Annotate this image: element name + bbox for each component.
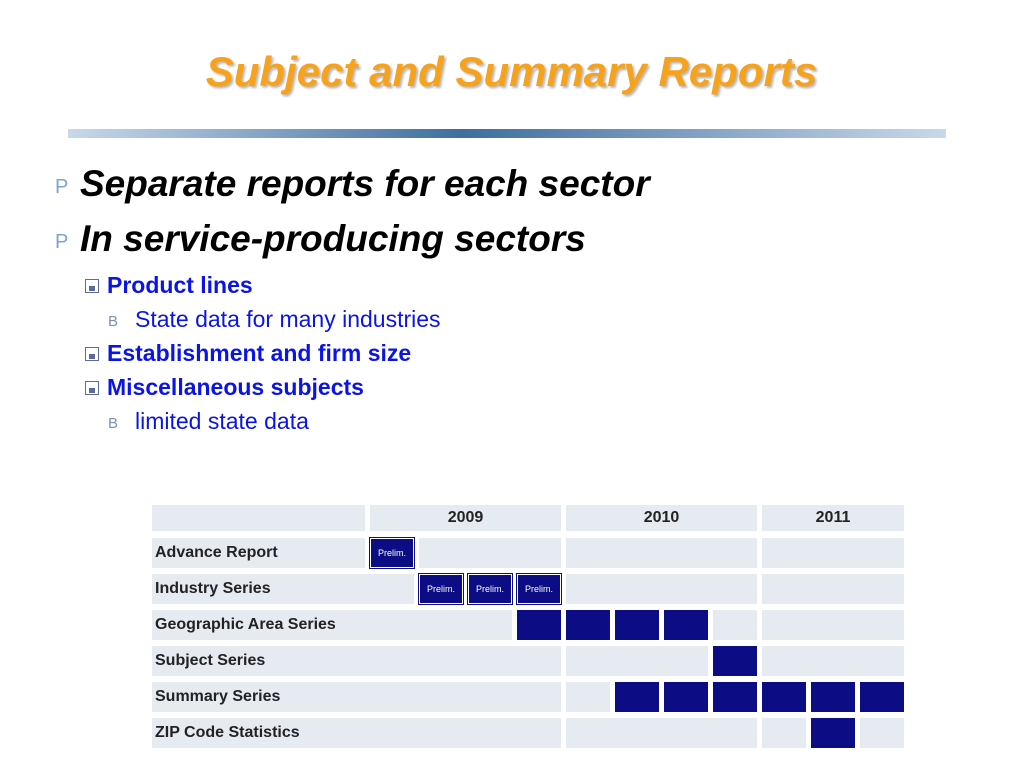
empty-cell bbox=[762, 538, 904, 568]
empty-cell bbox=[566, 646, 708, 676]
scheduled-cell bbox=[811, 682, 855, 712]
empty-cell bbox=[860, 718, 904, 748]
row-label: Subject Series bbox=[152, 646, 561, 676]
slide-title: Subject and Summary Reports bbox=[205, 48, 818, 95]
year-header: 2011 bbox=[762, 505, 904, 531]
scheduled-cell bbox=[664, 610, 708, 640]
prelim-cell: Prelim. bbox=[467, 573, 513, 605]
empty-cell bbox=[566, 538, 757, 568]
sub-sub-text: limited state data bbox=[135, 408, 309, 434]
scheduled-cell bbox=[860, 682, 904, 712]
bullet-icon bbox=[85, 381, 99, 395]
row-label: Summary Series bbox=[152, 682, 561, 712]
sub-marker: B bbox=[108, 415, 119, 432]
empty-cell bbox=[762, 574, 904, 604]
prelim-cell: Prelim. bbox=[418, 573, 464, 605]
scheduled-cell bbox=[664, 682, 708, 712]
scheduled-cell bbox=[811, 718, 855, 748]
prelim-cell: Prelim. bbox=[369, 537, 415, 569]
bullet-icon bbox=[85, 279, 99, 293]
title-rule bbox=[68, 129, 946, 138]
sub-bullet-text: Establishment and firm size bbox=[107, 340, 412, 366]
scheduled-cell bbox=[713, 646, 757, 676]
bullet-text: In service-producing sectors bbox=[80, 218, 586, 259]
empty-cell bbox=[419, 538, 561, 568]
scheduled-cell bbox=[517, 610, 561, 640]
year-header: 2009 bbox=[370, 505, 561, 531]
empty-cell bbox=[762, 610, 904, 640]
empty-cell bbox=[566, 682, 610, 712]
sub-bullet-text: Product lines bbox=[107, 272, 253, 298]
scheduled-cell bbox=[615, 682, 659, 712]
scheduled-cell bbox=[713, 682, 757, 712]
row-label: ZIP Code Statistics bbox=[152, 718, 561, 748]
prelim-cell: Prelim. bbox=[516, 573, 562, 605]
scheduled-cell bbox=[615, 610, 659, 640]
header-corner bbox=[152, 505, 365, 531]
bullet-marker: P bbox=[55, 176, 69, 198]
sub-sub-text: State data for many industries bbox=[135, 306, 441, 332]
empty-cell bbox=[566, 718, 757, 748]
row-label: Advance Report bbox=[152, 538, 365, 568]
empty-cell bbox=[762, 718, 806, 748]
bullet-icon bbox=[85, 347, 99, 361]
empty-cell bbox=[566, 574, 757, 604]
scheduled-cell bbox=[566, 610, 610, 640]
empty-cell bbox=[713, 610, 757, 640]
row-label: Geographic Area Series bbox=[152, 610, 512, 640]
bullet-marker: P bbox=[55, 231, 69, 253]
empty-cell bbox=[762, 646, 904, 676]
row-label: Industry Series bbox=[152, 574, 414, 604]
year-header: 2010 bbox=[566, 505, 757, 531]
sub-marker: B bbox=[108, 313, 119, 330]
bullet-text: Separate reports for each sector bbox=[80, 163, 650, 204]
scheduled-cell bbox=[762, 682, 806, 712]
sub-bullet-text: Miscellaneous subjects bbox=[107, 374, 364, 400]
